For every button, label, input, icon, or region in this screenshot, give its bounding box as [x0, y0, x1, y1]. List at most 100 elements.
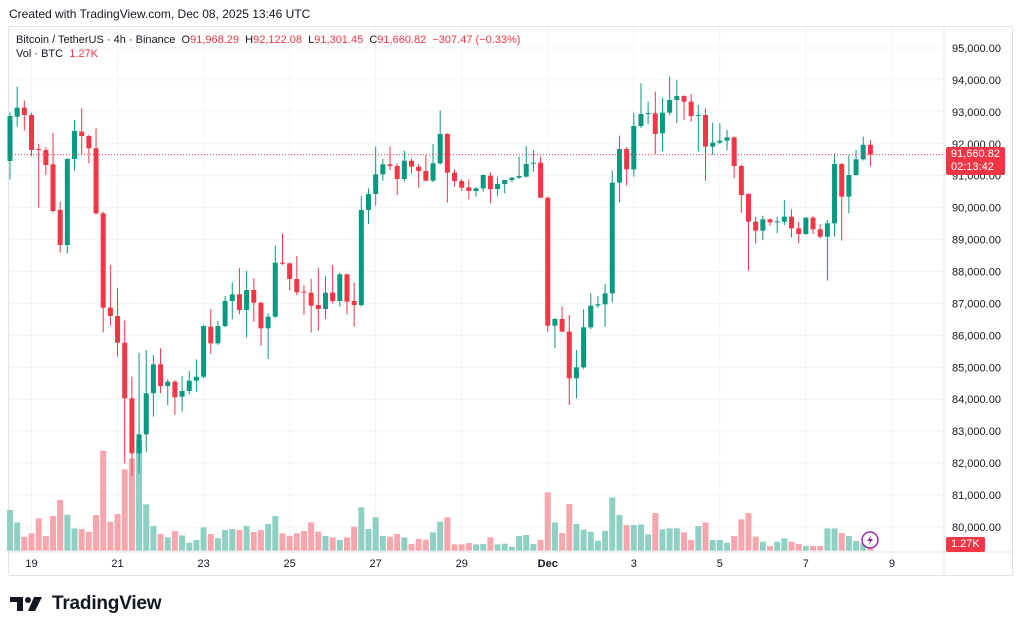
volume-bar: [408, 544, 415, 551]
time-tick-label: 25: [284, 558, 296, 570]
tradingview-logo[interactable]: TradingView: [10, 593, 162, 615]
volume-label[interactable]: Vol · BTC: [16, 48, 64, 60]
candle-body: [803, 217, 809, 235]
volume-bar: [236, 530, 243, 551]
volume-value: 1.27K: [69, 48, 98, 60]
candle-body: [21, 107, 27, 115]
candle-body: [43, 149, 49, 165]
candle-body: [179, 390, 185, 397]
volume-bar: [480, 544, 487, 551]
candle-body: [781, 216, 787, 222]
candle-body: [165, 381, 171, 387]
volume-bar: [666, 528, 673, 551]
price-tick-label: 81,000.00: [952, 490, 1001, 502]
volume-tag: 1.27K: [946, 537, 985, 552]
volume-bar: [387, 536, 394, 551]
candle-body: [839, 164, 845, 197]
price-tick-label: 80,000.00: [952, 522, 1001, 534]
candle-body: [394, 165, 400, 180]
candle-body: [552, 318, 558, 326]
volume-bar: [724, 542, 730, 551]
volume-bar: [817, 546, 824, 551]
candle-body: [201, 326, 207, 377]
candle-body: [193, 376, 199, 381]
candle-body: [710, 142, 716, 147]
time-axis: 19 21 23 25 27 29 Dec 3 5 7 9: [25, 558, 895, 570]
volume-bar: [214, 538, 221, 551]
candle-body: [330, 292, 336, 302]
candle-body: [767, 219, 773, 223]
volume-bar: [494, 544, 501, 551]
candle-body: [538, 162, 544, 198]
volume-bar: [853, 541, 860, 551]
volume-bar: [250, 532, 257, 551]
volume-bar: [709, 540, 716, 551]
volume-bar: [508, 546, 515, 551]
candle-body: [401, 160, 407, 180]
candle-body: [416, 166, 422, 171]
candle-body: [559, 318, 565, 332]
candle-body: [258, 302, 264, 329]
candle-body: [122, 342, 128, 399]
candle-body: [93, 148, 99, 214]
volume-bar: [451, 544, 458, 551]
high-label: H: [245, 34, 254, 46]
candle-body: [731, 137, 737, 167]
volume-bar: [473, 544, 480, 551]
price-tick-label: 95,000.00: [952, 43, 1001, 55]
alert-bolt-icon[interactable]: [861, 531, 879, 549]
price-tick-label: 86,000.00: [952, 330, 1001, 342]
volume-bar: [179, 535, 186, 551]
candle-body: [860, 144, 866, 160]
volume-bar: [774, 541, 781, 551]
volume-bar: [265, 524, 272, 551]
volume-bar: [530, 544, 537, 551]
candle-body: [57, 210, 63, 246]
volume-bar: [379, 536, 386, 551]
candle-body: [789, 216, 795, 229]
symbol-title[interactable]: Bitcoin / TetherUS · 4h · Binance: [16, 34, 176, 46]
candle-body: [631, 126, 637, 170]
volume-bar: [752, 536, 759, 551]
volume-bar: [121, 469, 128, 551]
volume-bar: [114, 514, 121, 551]
volume-bar: [516, 536, 523, 551]
volume-bar: [680, 532, 687, 551]
candle-body: [366, 193, 371, 211]
bar-countdown: 02:13:42: [951, 160, 994, 173]
volume-bar: [143, 504, 150, 551]
candle-body: [279, 262, 285, 264]
candle-body: [810, 217, 816, 230]
volume-bar: [422, 539, 429, 551]
volume-bar: [487, 537, 494, 551]
candle-body: [409, 160, 415, 167]
volume-bar: [745, 513, 752, 551]
price-tick-label: 87,000.00: [952, 298, 1001, 310]
candle-body: [452, 172, 458, 181]
candle-body: [702, 115, 708, 147]
candle-body: [566, 331, 572, 379]
volume-bar: [702, 522, 709, 551]
volume-bar: [523, 535, 530, 551]
volume-bar: [164, 537, 171, 551]
volume-bar: [222, 530, 229, 551]
candle-body: [824, 223, 830, 237]
candle-body: [846, 175, 852, 197]
volume-bar: [329, 537, 336, 551]
volume-bar: [767, 546, 774, 551]
candle-body: [287, 263, 293, 280]
candle-body: [746, 194, 752, 222]
candle-body: [667, 99, 673, 113]
volume-bar: [343, 537, 350, 551]
candle-body: [301, 291, 307, 293]
candle-body: [466, 187, 472, 192]
volume-bar: [731, 536, 738, 551]
volume-bar: [688, 540, 695, 551]
candle-body: [688, 101, 694, 117]
candle-body: [64, 158, 70, 246]
volume-bar: [831, 528, 838, 551]
price-tick-label: 90,000.00: [952, 203, 1001, 215]
candle-body: [294, 279, 300, 293]
time-tick-label: 5: [717, 558, 723, 570]
